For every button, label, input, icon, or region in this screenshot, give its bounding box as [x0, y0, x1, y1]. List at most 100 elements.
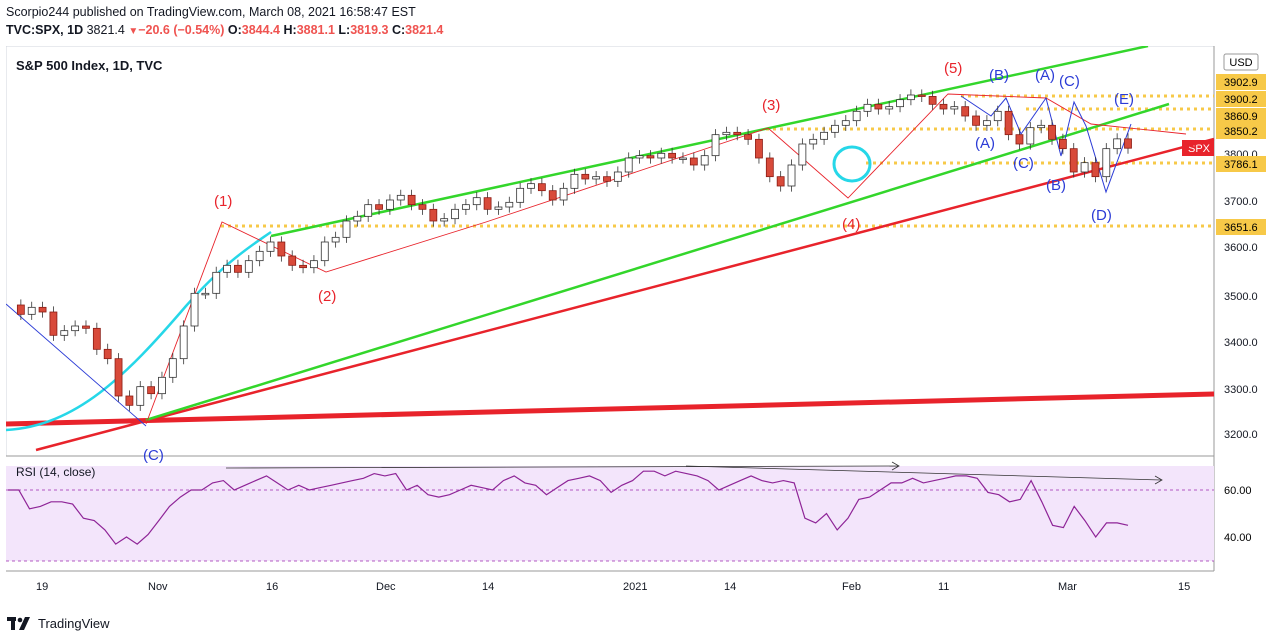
candle-down[interactable] [917, 94, 926, 97]
candle-up[interactable] [1037, 124, 1046, 129]
candle-down[interactable] [418, 204, 427, 210]
tradingview-footer[interactable]: TradingView [6, 612, 110, 634]
upper-channel-line[interactable] [270, 44, 1149, 238]
candle-down[interactable] [537, 183, 546, 192]
candle-up[interactable] [896, 99, 904, 108]
candle-down[interactable] [1124, 138, 1132, 149]
candle-up[interactable] [809, 138, 818, 145]
candle-up[interactable] [461, 204, 470, 210]
candle-down[interactable] [483, 197, 492, 210]
candle-up[interactable] [158, 376, 166, 395]
candle-up[interactable] [820, 131, 828, 140]
candle-down[interactable] [1091, 162, 1100, 178]
candle-down[interactable] [1015, 134, 1024, 145]
candle-down[interactable] [38, 306, 47, 313]
candle-down[interactable] [646, 155, 655, 159]
candle-up[interactable] [624, 157, 633, 173]
candle-down[interactable] [972, 115, 980, 126]
candle-up[interactable] [342, 220, 351, 238]
rising-support-line[interactable] [35, 137, 1215, 452]
candle-up[interactable] [679, 157, 687, 160]
candle-down[interactable] [755, 138, 763, 159]
candle-down[interactable] [961, 106, 970, 117]
candle-down[interactable] [234, 264, 242, 273]
currency-badge[interactable] [1223, 53, 1259, 71]
candle-up[interactable] [386, 199, 394, 210]
candle-up[interactable] [60, 330, 69, 336]
candle-down[interactable] [603, 176, 611, 182]
candle-up[interactable] [212, 271, 221, 294]
candle-up[interactable] [364, 204, 373, 217]
candle-up[interactable] [657, 152, 666, 159]
rsi-divergence-line-1[interactable] [225, 465, 899, 469]
chart-area[interactable]: S&P 500 Index, 1D, TVC USD 3800.0 3700.0… [5, 44, 1276, 606]
candle-down[interactable] [689, 157, 698, 166]
lower-channel-line[interactable] [145, 102, 1170, 422]
candle-up[interactable] [863, 103, 872, 112]
candle-up[interactable] [907, 94, 915, 101]
candle-down[interactable] [874, 103, 883, 110]
candle-up[interactable] [136, 386, 145, 406]
candle-up[interactable] [1113, 138, 1122, 150]
candle-up[interactable] [71, 325, 80, 332]
candle-down[interactable] [277, 241, 286, 257]
candle-up[interactable] [831, 124, 839, 133]
candle-down[interactable] [1048, 124, 1056, 140]
candle-down[interactable] [114, 358, 123, 397]
candle-up[interactable] [244, 260, 253, 273]
candle-up[interactable] [353, 215, 362, 222]
candle-up[interactable] [201, 292, 210, 296]
candle-up[interactable] [223, 264, 231, 273]
candle-down[interactable] [92, 327, 101, 350]
candle-up[interactable] [592, 176, 601, 180]
candle-up[interactable] [440, 218, 449, 222]
candle-up[interactable] [527, 183, 535, 189]
candle-down[interactable] [103, 348, 112, 360]
candle-up[interactable] [1026, 127, 1035, 145]
candle-up[interactable] [1080, 162, 1089, 173]
candle-up[interactable] [505, 201, 514, 208]
candle-down[interactable] [668, 152, 677, 159]
candle-down[interactable] [49, 311, 58, 336]
candle-up[interactable] [396, 194, 405, 201]
candle-down[interactable] [375, 204, 383, 210]
candlesticks[interactable] [16, 89, 1132, 411]
candle-up[interactable] [27, 306, 36, 315]
candle-up[interactable] [841, 120, 850, 126]
price-pane[interactable] [5, 45, 1215, 457]
candle-down[interactable] [939, 103, 948, 110]
time-axis[interactable]: 19 Nov 16 Dec 14 2021 14 Feb 11 Mar 15 [36, 581, 1190, 593]
highlight-circle[interactable] [832, 145, 872, 183]
rsi-line[interactable] [8, 470, 1129, 545]
candle-up[interactable] [798, 143, 807, 166]
candle-up[interactable] [168, 358, 177, 378]
candle-down[interactable] [928, 96, 937, 105]
candle-up[interactable] [331, 236, 340, 243]
candle-up[interactable] [472, 197, 481, 206]
candle-up[interactable] [950, 106, 959, 110]
candle-up[interactable] [451, 208, 459, 220]
candle-up[interactable] [255, 250, 264, 262]
candle-down[interactable] [1069, 148, 1078, 173]
candle-down[interactable] [299, 264, 307, 269]
candle-up[interactable] [993, 110, 1002, 122]
candle-up[interactable] [635, 155, 644, 159]
candle-up[interactable] [1102, 148, 1111, 178]
candle-up[interactable] [310, 260, 318, 269]
candle-up[interactable] [613, 171, 622, 182]
candle-down[interactable] [407, 194, 416, 206]
candle-down[interactable] [548, 190, 557, 201]
price-axis[interactable]: 3800.0 3700.0 3600.0 3500.0 3400.0 3300.… [1224, 149, 1258, 441]
candle-up[interactable] [179, 325, 188, 360]
candle-down[interactable] [125, 395, 134, 406]
candle-up[interactable] [885, 106, 894, 110]
candle-up[interactable] [700, 155, 709, 166]
candle-up[interactable] [320, 241, 329, 262]
candle-up[interactable] [711, 134, 720, 157]
candle-down[interactable] [429, 208, 438, 222]
candle-down[interactable] [147, 386, 156, 395]
long-term-support-line[interactable] [5, 391, 1215, 427]
candle-down[interactable] [1058, 138, 1067, 150]
candle-down[interactable] [288, 255, 297, 266]
candle-down[interactable] [16, 304, 25, 315]
